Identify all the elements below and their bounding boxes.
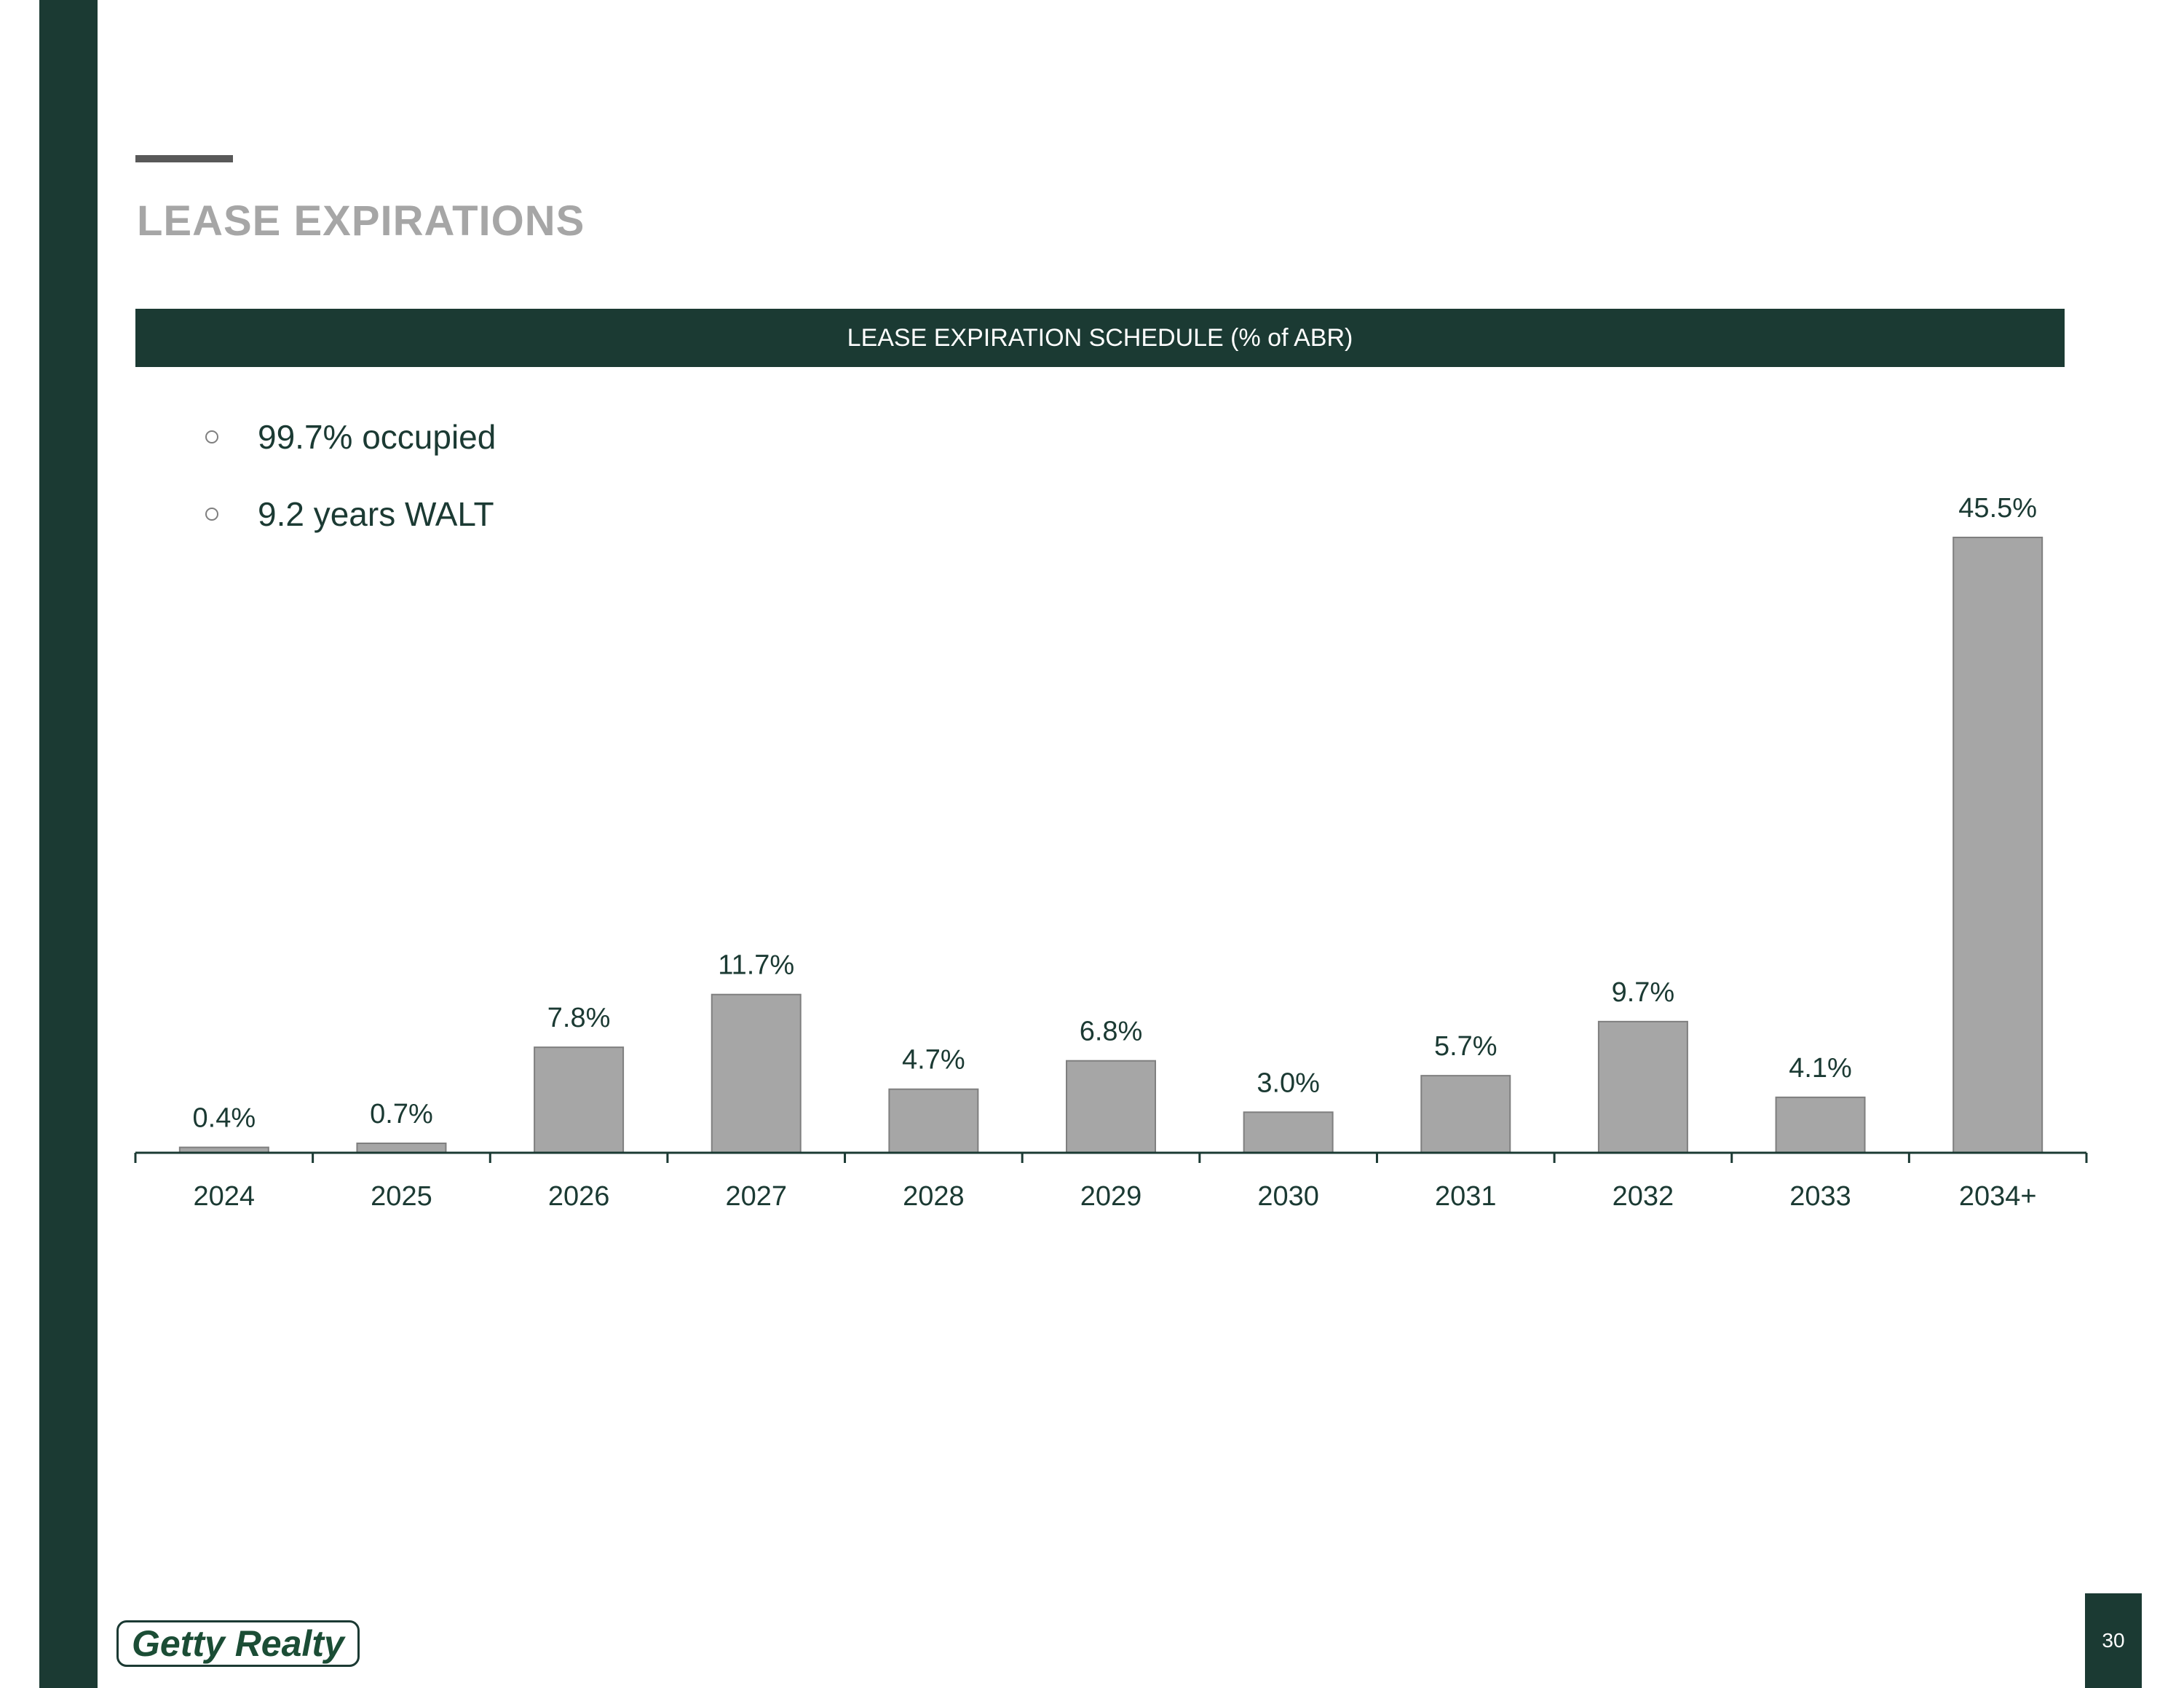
x-tick-label-2028: 2028 [903,1181,965,1212]
logo-text: Getty Realty [132,1623,344,1664]
circle-bullet-icon [205,508,218,521]
left-accent-bar [39,0,98,1688]
data-label-2024: 0.4% [193,1103,256,1134]
bar-2028 [888,1088,979,1153]
bar-2030 [1243,1111,1334,1154]
bar-2033 [1775,1096,1866,1154]
data-label-2033: 4.1% [1789,1053,1852,1084]
bar-2029 [1066,1060,1156,1153]
bullet-text-walt: 9.2 years WALT [258,495,494,533]
data-label-2031: 5.7% [1434,1031,1497,1062]
bar-2032 [1597,1020,1688,1154]
circle-bullet-icon [205,430,218,443]
x-tick-label-2032: 2032 [1613,1181,1674,1212]
chart-header-label: LEASE EXPIRATION SCHEDULE (% of ABR) [847,323,1353,352]
x-tick-label-2027: 2027 [725,1181,787,1212]
bar-2026 [534,1046,625,1153]
data-label-2026: 7.8% [547,1003,611,1033]
bar-2027 [711,993,802,1153]
bullet-item-walt: 9.2 years WALT [205,492,496,536]
x-tick-label-2024: 2024 [194,1181,256,1212]
data-label-2027: 11.7% [718,950,794,981]
bullet-item-occupancy: 99.7% occupied [205,415,496,459]
bullet-text-occupancy: 99.7% occupied [258,418,496,456]
bar-2031 [1420,1075,1511,1153]
lease-expiration-chart: 0.4% 2024 0.7% 2025 7.8% 2026 11.7% 2027 4.7% 202… [134,493,2088,1212]
data-label-2029: 6.8% [1080,1017,1143,1047]
x-tick-label-2025: 2025 [371,1181,432,1212]
data-label-2030: 3.0% [1257,1068,1320,1098]
bar-2034+ [1952,537,2043,1153]
chart-header: LEASE EXPIRATION SCHEDULE (% of ABR) [135,309,2065,367]
x-tick-label-2030: 2030 [1257,1181,1319,1212]
x-tick-label-2031: 2031 [1435,1181,1497,1212]
data-label-2032: 9.7% [1612,977,1675,1008]
x-tick-label-2034+: 2034+ [1959,1181,2037,1212]
data-label-2028: 4.7% [902,1045,965,1076]
bullet-list: 99.7% occupied 9.2 years WALT [205,415,496,569]
bar-2025 [356,1143,447,1153]
data-label-2025: 0.7% [370,1099,433,1129]
data-label-2034+: 45.5% [1958,493,2037,524]
getty-realty-logo: Getty Realty [116,1620,360,1667]
title-rule [135,155,233,162]
page-number-box: 30 [2085,1593,2142,1688]
page-title: LEASE EXPIRATIONS [137,197,585,245]
x-tick-label-2029: 2029 [1080,1181,1142,1212]
page-number: 30 [2102,1629,2125,1652]
x-tick-label-2033: 2033 [1789,1181,1851,1212]
x-tick-label-2026: 2026 [548,1181,610,1212]
